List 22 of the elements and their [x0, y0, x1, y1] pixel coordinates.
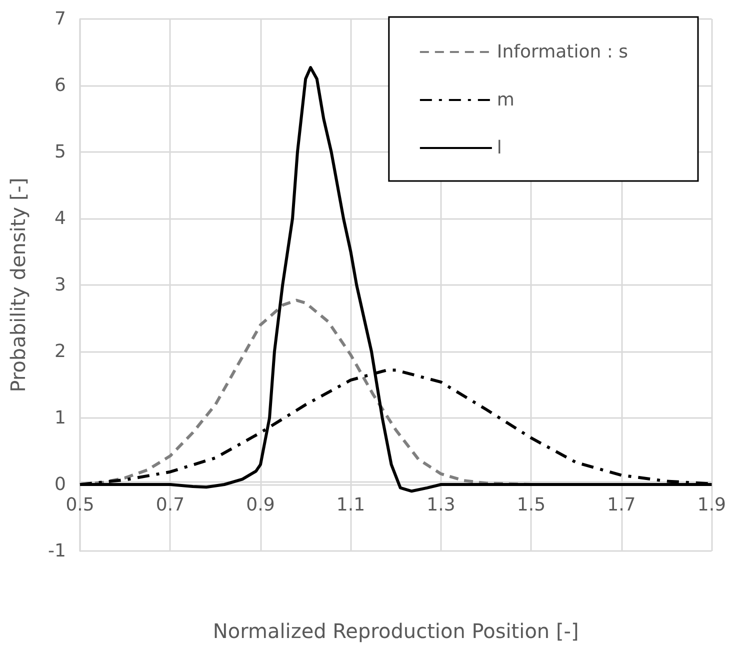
x-tick-label: 0.5: [66, 494, 94, 516]
x-tick-label: 0.9: [246, 494, 275, 516]
y-tick-label: 5: [54, 142, 66, 162]
y-tick-label: 6: [54, 75, 66, 96]
y-axis-title: Probability density [-]: [6, 178, 30, 392]
x-tick-label: 1.5: [516, 494, 546, 516]
y-tick-label: 7: [54, 8, 66, 30]
y-tick-label: 4: [54, 208, 66, 229]
x-tick-label: 1.1: [336, 494, 366, 516]
y-tick-label: 3: [54, 274, 66, 296]
x-tick-label: 1.9: [697, 494, 726, 516]
legend-label: l: [496, 138, 502, 158]
y-tick-label: 0: [54, 474, 66, 495]
y-tick-label: 2: [54, 341, 66, 362]
x-tick-label: 0.7: [156, 494, 185, 516]
legend-label: Information : s: [496, 42, 628, 62]
x-tick-label: 1.7: [607, 494, 636, 516]
y-tick-label: -1: [48, 540, 66, 562]
legend-label: m: [496, 90, 514, 110]
x-axis-title: Normalized Reproduction Position [-]: [212, 619, 579, 643]
x-tick-label: 1.3: [426, 494, 456, 516]
y-tick-label: 1: [54, 408, 66, 428]
